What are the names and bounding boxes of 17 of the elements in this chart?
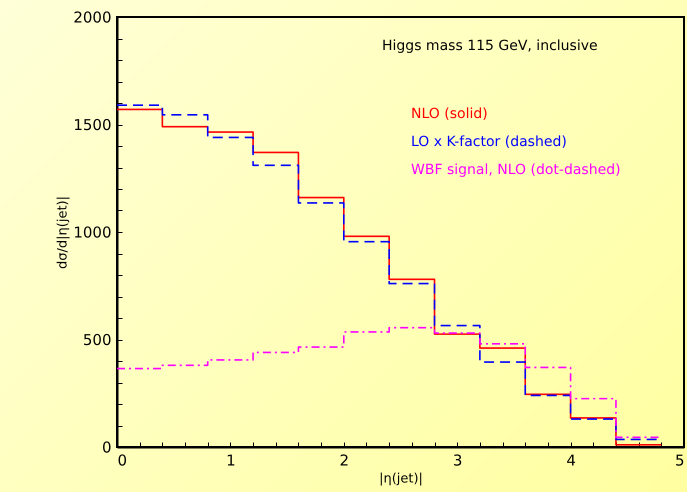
- x-axis-title: |η(jet)|: [379, 472, 423, 486]
- text: LO x K-factor (dashed): [411, 134, 567, 150]
- x-tick-label: 0: [118, 452, 128, 470]
- y-tick-label: 1500: [73, 116, 112, 134]
- y-tick-label: 2000: [73, 8, 112, 26]
- x-tick-label: 4: [566, 452, 576, 470]
- x-tick-label: 1: [226, 452, 236, 470]
- y-tick-label: 1000: [73, 224, 112, 242]
- x-tick-label: 3: [452, 452, 462, 470]
- text: NLO (solid): [411, 106, 488, 122]
- annotation: Higgs mass 115 GeV, inclusive: [382, 38, 598, 54]
- x-tick-label: 5: [674, 452, 684, 470]
- y-axis-title: dσ/d|η(jet)|: [55, 196, 70, 269]
- x-tick-label: 2: [340, 452, 350, 470]
- y-tick-label: 0: [102, 438, 112, 456]
- y-tick-label: 500: [82, 331, 112, 349]
- text: WBF signal, NLO (dot-dashed): [411, 162, 621, 178]
